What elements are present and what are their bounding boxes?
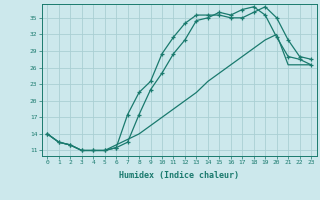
- X-axis label: Humidex (Indice chaleur): Humidex (Indice chaleur): [119, 171, 239, 180]
